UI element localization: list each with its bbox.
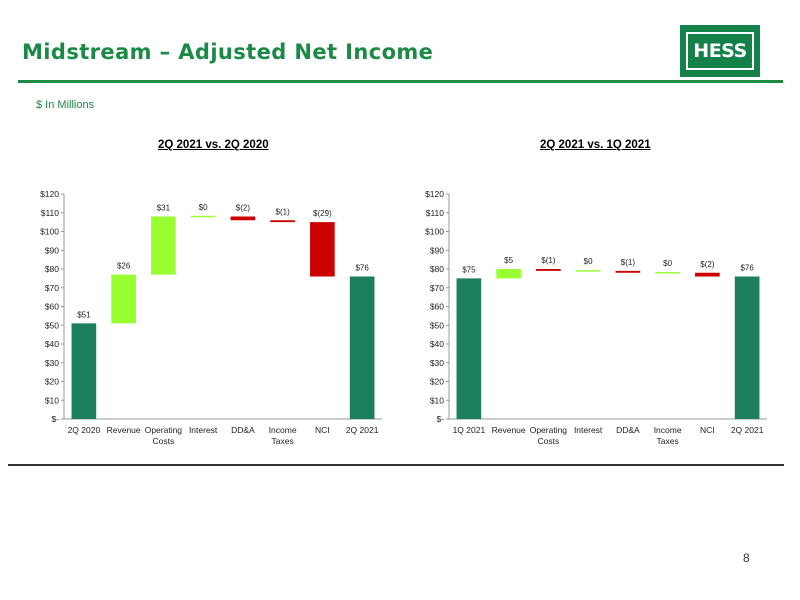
y-tick-label: $30 bbox=[430, 358, 444, 368]
waterfall-bar bbox=[456, 278, 482, 419]
chart-title-2: 2Q 2021 vs. 1Q 2021 bbox=[540, 139, 651, 151]
data-label: $76 bbox=[740, 264, 754, 273]
waterfall-bar bbox=[190, 215, 216, 218]
waterfall-bar bbox=[655, 272, 680, 274]
data-label: $75 bbox=[462, 265, 476, 274]
units-label: $ In Millions bbox=[36, 99, 95, 111]
waterfall-bar bbox=[496, 269, 521, 279]
y-tick-label: $- bbox=[51, 414, 59, 424]
waterfall-bar bbox=[111, 274, 136, 324]
y-tick-label: $50 bbox=[430, 320, 444, 330]
page-number: 8 bbox=[743, 551, 750, 565]
y-tick-label: $70 bbox=[430, 283, 444, 293]
logo-text: HESS bbox=[686, 32, 754, 70]
data-label: $(2) bbox=[700, 260, 715, 269]
category-label: Interest bbox=[574, 425, 603, 435]
waterfall-chart-2q21-vs-2q20: $- $10 $20 $30 $40 $50 $60 $70 $80 $90 $100 $110 $12… bbox=[40, 189, 382, 446]
data-label: $(1) bbox=[541, 256, 556, 265]
category-label: 2Q 2020 bbox=[68, 425, 101, 435]
waterfall-bar bbox=[270, 220, 295, 223]
y-tick-label: $50 bbox=[45, 320, 59, 330]
category-label: Interest bbox=[189, 425, 218, 435]
y-tick-label: $90 bbox=[430, 245, 444, 255]
y-tick-label: $80 bbox=[45, 264, 59, 274]
category-label: NCI bbox=[700, 425, 715, 435]
chart-title-1: 2Q 2021 vs. 2Q 2020 bbox=[158, 139, 269, 151]
y-tick-label: $120 bbox=[425, 189, 444, 199]
data-label: $(1) bbox=[621, 258, 636, 267]
y-tick-label: $110 bbox=[426, 208, 445, 218]
category-label: Revenue bbox=[107, 425, 141, 435]
category-label: Revenue bbox=[492, 425, 526, 435]
title-divider bbox=[18, 80, 783, 83]
category-label: DD&A bbox=[231, 425, 255, 435]
y-tick-label: $10 bbox=[430, 395, 444, 405]
waterfall-bar bbox=[734, 276, 760, 419]
category-label: Income Taxes bbox=[654, 425, 682, 446]
y-tick-label: $90 bbox=[45, 245, 59, 255]
y-tick-label: $10 bbox=[45, 395, 59, 405]
data-label: $76 bbox=[355, 264, 369, 273]
waterfall-bar bbox=[695, 272, 720, 277]
waterfall-bar bbox=[536, 269, 561, 271]
data-label: $(1) bbox=[276, 207, 291, 216]
data-label: $5 bbox=[504, 256, 513, 265]
data-label: $31 bbox=[157, 204, 171, 213]
category-label: 1Q 2021 bbox=[453, 425, 486, 435]
data-label: $(29) bbox=[313, 209, 332, 218]
category-label: Operating Costs bbox=[530, 425, 568, 446]
waterfall-bar bbox=[310, 222, 335, 277]
y-tick-label: $60 bbox=[430, 302, 444, 312]
category-label: NCI bbox=[315, 425, 330, 435]
waterfall-chart-2q21-vs-1q21: $- $10 $20 $30 $40 $50 $60 $70 $80 $90 $100 $110 $12… bbox=[425, 189, 767, 446]
waterfall-bar bbox=[349, 276, 375, 419]
category-label: 2Q 2021 bbox=[346, 425, 379, 435]
y-tick-label: $100 bbox=[40, 227, 59, 237]
page-title: Midstream – Adjusted Net Income bbox=[22, 40, 434, 64]
category-label: Operating Costs bbox=[145, 425, 183, 446]
category-label: DD&A bbox=[616, 425, 640, 435]
waterfall-bar bbox=[151, 216, 176, 275]
waterfall-bar bbox=[615, 270, 641, 273]
y-tick-label: $40 bbox=[430, 339, 444, 349]
y-tick-label: $- bbox=[436, 414, 444, 424]
y-tick-label: $20 bbox=[430, 377, 444, 387]
y-tick-label: $110 bbox=[41, 208, 60, 218]
footer-divider bbox=[8, 464, 784, 466]
y-tick-label: $80 bbox=[430, 264, 444, 274]
waterfall-bar bbox=[71, 323, 97, 419]
data-label: $26 bbox=[117, 262, 131, 271]
data-label: $0 bbox=[199, 203, 208, 212]
data-label: $(2) bbox=[236, 204, 251, 213]
y-tick-label: $100 bbox=[425, 227, 444, 237]
y-tick-label: $70 bbox=[45, 283, 59, 293]
data-label: $51 bbox=[77, 310, 91, 319]
y-tick-label: $40 bbox=[45, 339, 59, 349]
category-label: Income Taxes bbox=[269, 425, 297, 446]
y-tick-label: $60 bbox=[45, 302, 59, 312]
y-tick-label: $120 bbox=[40, 189, 59, 199]
data-label: $0 bbox=[584, 257, 593, 266]
waterfall-bar bbox=[230, 216, 256, 221]
y-tick-label: $30 bbox=[45, 358, 59, 368]
waterfall-bar bbox=[575, 270, 601, 272]
hess-logo: HESS bbox=[680, 25, 760, 77]
y-tick-label: $20 bbox=[45, 377, 59, 387]
data-label: $0 bbox=[663, 259, 672, 268]
category-label: 2Q 2021 bbox=[731, 425, 764, 435]
